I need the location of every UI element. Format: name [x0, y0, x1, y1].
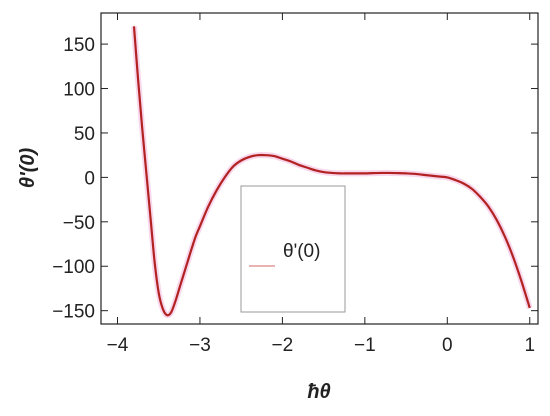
plot-frame	[100, 12, 539, 325]
x-tick-label: 0	[442, 335, 453, 356]
y-tick-label: −100	[52, 257, 95, 278]
y-tick-label: 0	[84, 168, 95, 189]
y-tick-label: −50	[63, 213, 95, 234]
y-tick-label: 50	[74, 124, 95, 145]
tick-labels-group: −4 −3 −2 −1 0 1 −150 −100 −50 0 50 100 150	[52, 35, 535, 356]
x-tick-label: −3	[189, 335, 211, 356]
x-tick-label: −1	[354, 335, 376, 356]
x-axis-label: ħθ	[307, 381, 330, 403]
y-axis-label: θ'(0)	[17, 147, 39, 188]
legend-label: θ'(0)	[283, 241, 320, 262]
series-layer	[130, 26, 533, 319]
ticks-group	[101, 13, 538, 324]
series-line	[132, 26, 531, 317]
legend-box	[240, 185, 346, 313]
y-tick-label: 100	[63, 80, 95, 101]
y-tick-label: −150	[52, 302, 95, 323]
x-tick-label: 1	[524, 335, 535, 356]
x-tick-label: −2	[272, 335, 294, 356]
x-tick-label: −4	[107, 335, 129, 356]
y-tick-label: 150	[63, 35, 95, 56]
